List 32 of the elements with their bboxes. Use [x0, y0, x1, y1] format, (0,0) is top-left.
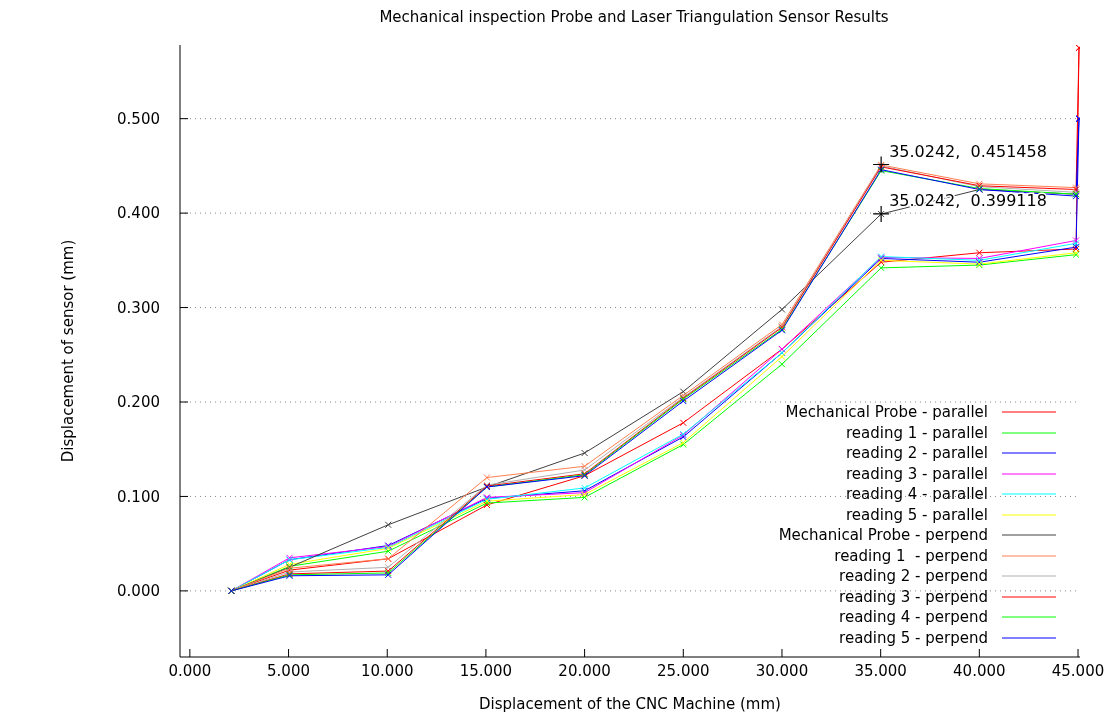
legend-label: reading 4 - parallel	[845, 484, 988, 505]
legend-label: Mechanical Probe - perpend	[778, 525, 988, 546]
legend-label: Mechanical Probe - parallel	[785, 402, 988, 423]
annotation: 35.0242, 0.451458	[889, 141, 1047, 161]
x-tick-label: 5.000	[267, 661, 311, 680]
y-tick-label: 0.100	[117, 487, 160, 506]
legend-label: reading 2 - perpend	[839, 566, 988, 587]
legend-label: reading 4 - perpend	[839, 607, 988, 628]
legend-label: reading 3 - perpend	[839, 586, 988, 607]
x-tick-label: 20.000	[558, 661, 611, 680]
x-tick-label: 0.000	[168, 661, 212, 680]
x-tick-label: 35.000	[854, 661, 907, 680]
x-tick-label: 15.000	[459, 661, 513, 680]
y-tick-label: 0.200	[117, 393, 160, 412]
x-tick-label: 45.000	[1051, 661, 1105, 680]
y-tick-label: 0.000	[117, 582, 160, 601]
legend-label: reading 2 - parallel	[845, 443, 988, 464]
x-tick-label: 40.000	[953, 661, 1006, 680]
x-tick-label: 25.000	[657, 661, 710, 680]
y-axis-title: Displacement of sensor (mm)	[59, 239, 78, 463]
y-tick-label: 0.400	[117, 204, 160, 223]
legend-label: reading 1 - perpend	[834, 545, 988, 566]
x-axis-title: Displacement of the CNC Machine (mm)	[479, 695, 781, 713]
legend-label: reading 1 - parallel	[845, 422, 988, 443]
y-tick-label: 0.300	[117, 298, 160, 317]
chart-title: Mechanical inspection Probe and Laser Triangulation Sensor Results	[378, 8, 890, 26]
x-tick-label: 10.000	[360, 661, 414, 680]
legend-label: reading 5 - parallel	[845, 504, 988, 525]
x-tick-label: 30.000	[755, 661, 809, 680]
legend-label: reading 3 - parallel	[845, 463, 988, 484]
legend-label: reading 5 - perpend	[839, 627, 988, 648]
y-tick-label: 0.500	[117, 109, 160, 128]
